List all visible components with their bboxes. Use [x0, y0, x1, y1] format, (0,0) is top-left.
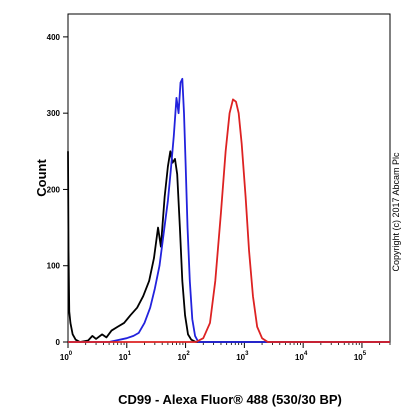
x-tick-label-base: 10	[236, 353, 245, 362]
x-tick-label: 101	[119, 351, 132, 362]
y-tick-label: 200	[47, 185, 61, 194]
histogram-series-3	[68, 98, 390, 343]
x-tick-label: 103	[236, 351, 249, 362]
x-tick-label-exponent: 4	[304, 351, 308, 357]
x-tick-label-base: 10	[60, 353, 69, 362]
x-tick-label: 102	[177, 351, 190, 362]
y-axis: 0 100 200 300 400	[47, 33, 68, 347]
y-tick-label: 0	[56, 338, 61, 347]
y-axis-label: Count	[34, 159, 49, 197]
series-layer	[67, 77, 390, 343]
x-tick-label-exponent: 0	[69, 351, 73, 357]
x-tick-label: 100	[60, 351, 73, 362]
y-tick-label: 300	[47, 109, 61, 118]
y-tick-label: 100	[47, 262, 61, 271]
y-tick-label: 400	[47, 33, 61, 42]
x-tick-label-exponent: 3	[245, 351, 249, 357]
x-tick-label-base: 10	[354, 353, 363, 362]
x-axis-label: CD99 - Alexa Fluor® 488 (530/30 BP)	[118, 392, 342, 407]
x-axis: 100 101 102 103 104 105	[60, 342, 391, 362]
x-tick-label: 105	[354, 351, 367, 362]
x-tick-label-exponent: 5	[363, 351, 367, 357]
x-tick-label-base: 10	[119, 353, 128, 362]
x-tick-label-exponent: 2	[186, 351, 190, 357]
x-tick-label: 104	[295, 351, 308, 362]
x-tick-label-base: 10	[295, 353, 304, 362]
x-tick-label-base: 10	[177, 353, 186, 362]
copyright-annotation: Copyright (c) 2017 Abcam Plc	[391, 152, 401, 272]
x-tick-label-exponent: 1	[128, 351, 132, 357]
histogram-series-2	[68, 77, 390, 343]
